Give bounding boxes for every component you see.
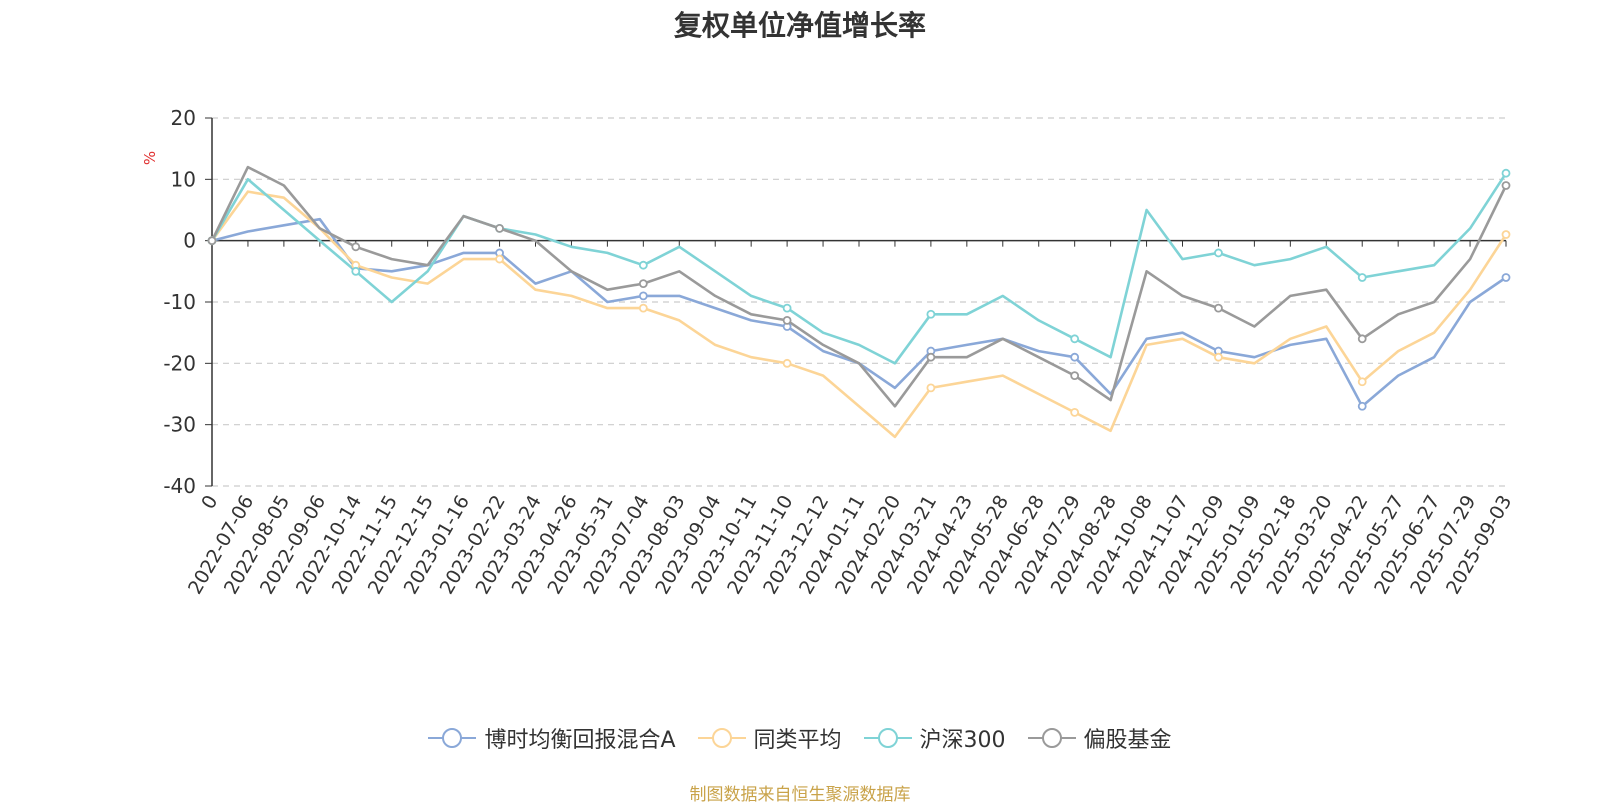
series-point <box>1357 401 1367 411</box>
x-tick-label: 0 <box>197 492 222 513</box>
y-tick-label: -30 <box>163 413 196 437</box>
legend-swatch-icon <box>863 728 912 748</box>
source-note: 制图数据来自恒生聚源数据库 <box>689 785 911 805</box>
series-point <box>1501 181 1511 190</box>
series-point <box>1070 371 1080 381</box>
series-point <box>1357 273 1367 282</box>
series-point <box>1501 273 1511 282</box>
chart-title: 复权单位净值增长率 <box>673 9 926 42</box>
legend-label: 同类平均 <box>753 728 842 753</box>
series-point <box>351 266 361 276</box>
series-point <box>782 358 792 368</box>
series-point <box>1070 334 1080 344</box>
series-point <box>1214 303 1223 313</box>
series-line <box>210 165 1508 408</box>
legend-label: 博时均衡回报混合A <box>484 728 676 753</box>
series-point <box>1501 168 1511 178</box>
legend-label: 偏股基金 <box>1083 728 1172 753</box>
series-point <box>782 303 792 313</box>
legend-item[interactable]: 沪深300 <box>863 722 1006 754</box>
axes <box>205 117 1507 487</box>
y-tick-label: -10 <box>163 290 196 314</box>
legend: 博时均衡回报混合A 同类平均 沪深300 偏股基金 <box>0 722 1600 754</box>
y-tick-label: 10 <box>171 167 196 191</box>
legend-swatch-icon <box>1027 728 1076 748</box>
series-point <box>1357 334 1367 344</box>
y-tick-label: -40 <box>163 474 196 498</box>
series-lines <box>210 165 1508 439</box>
series-point <box>1214 352 1223 362</box>
series-point <box>638 260 648 270</box>
legend-item[interactable]: 同类平均 <box>697 722 842 754</box>
series-markers <box>207 168 1511 417</box>
series-point <box>638 303 648 313</box>
series-point <box>926 352 936 362</box>
legend-item[interactable]: 偏股基金 <box>1027 722 1172 754</box>
series-point <box>638 279 648 289</box>
series-line <box>210 190 1508 439</box>
series-point <box>1070 407 1080 417</box>
series-point <box>1357 377 1367 387</box>
series-point <box>638 291 648 301</box>
series-point <box>1501 230 1511 239</box>
series-point <box>926 383 936 393</box>
y-tick-label: 20 <box>171 106 196 130</box>
series-point <box>926 309 936 319</box>
series-line <box>210 172 1508 365</box>
series-point <box>495 223 504 233</box>
legend-swatch-icon <box>428 728 477 748</box>
series-line <box>211 217 1507 408</box>
y-tick-label: -20 <box>163 351 196 375</box>
y-axis-unit: % <box>141 151 159 165</box>
legend-label: 沪深300 <box>919 728 1006 753</box>
series-point <box>1214 248 1223 258</box>
series-point <box>207 236 217 246</box>
series-point <box>782 315 792 325</box>
series-point <box>1070 352 1080 362</box>
y-tick-label: 0 <box>183 229 196 253</box>
series-point <box>495 254 504 264</box>
grid-lines <box>212 117 1506 487</box>
legend-item[interactable]: 博时均衡回报混合A <box>428 722 676 754</box>
series-point <box>351 242 361 252</box>
legend-swatch-icon <box>697 728 746 748</box>
